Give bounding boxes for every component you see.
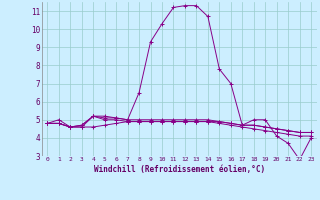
X-axis label: Windchill (Refroidissement éolien,°C): Windchill (Refroidissement éolien,°C) xyxy=(94,165,265,174)
